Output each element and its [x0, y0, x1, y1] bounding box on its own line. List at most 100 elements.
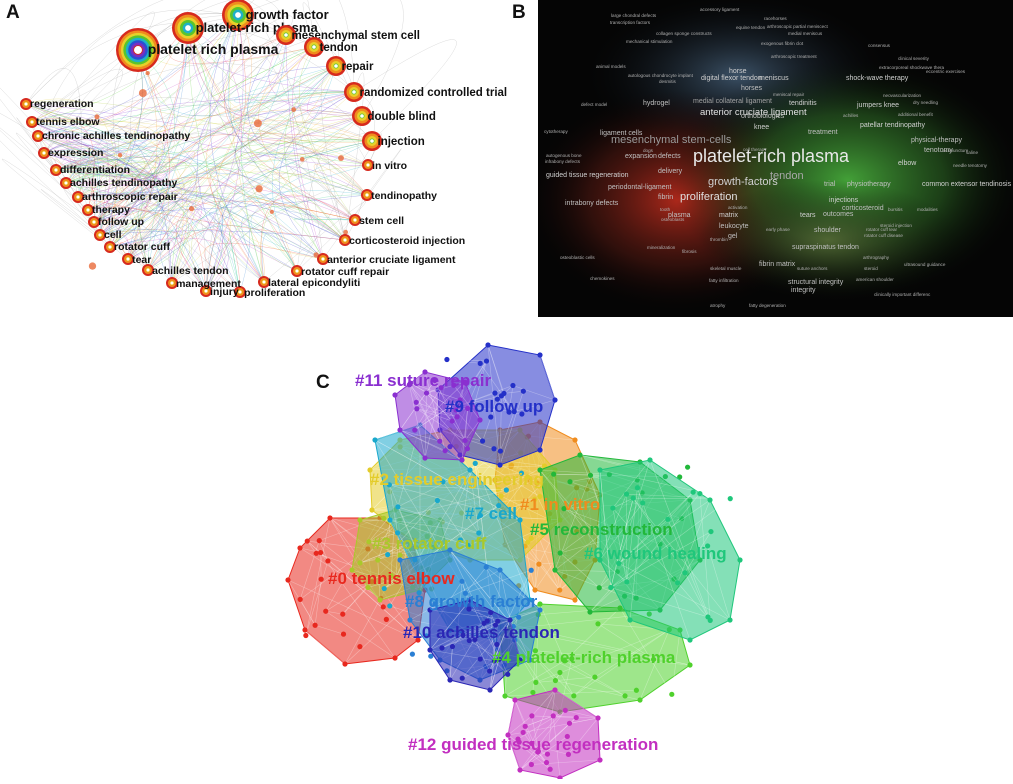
cluster-node: [369, 507, 374, 512]
cluster-label: #10 achilles tendon: [403, 623, 560, 642]
cluster-node: [484, 565, 489, 570]
density-term: transcription factors: [610, 20, 651, 25]
cluster-node: [727, 617, 732, 622]
cluster-node: [529, 713, 534, 718]
network-minor-node: [89, 262, 96, 269]
network-node: therapy: [82, 204, 130, 216]
cluster-node: [302, 627, 307, 632]
cluster-node: [553, 678, 558, 683]
network-node-label: anterior cruciate ligament: [327, 254, 456, 266]
cluster-node: [544, 760, 549, 765]
cluster-node: [537, 601, 542, 606]
density-term: platelet-rich plasma: [693, 146, 850, 166]
cluster-node: [427, 647, 432, 652]
density-term: shoulder: [814, 227, 842, 234]
cluster-node: [574, 715, 579, 720]
density-term: clinically important differenc: [874, 292, 931, 297]
cluster-node: [439, 645, 444, 650]
density-term: leukocyte: [719, 223, 749, 230]
density-term: cytotherapy: [544, 129, 568, 134]
density-term: exogenous fibrin clot: [761, 41, 804, 46]
cluster-node: [498, 448, 503, 453]
cluster-node: [410, 652, 415, 657]
density-term: defects: [658, 153, 681, 160]
density-term: extracorporeal shockwave thera: [879, 65, 945, 70]
cluster-node: [637, 697, 642, 702]
cluster-node: [319, 577, 324, 582]
cluster-node: [437, 439, 442, 444]
cluster-node: [313, 623, 318, 628]
density-term: matrix: [719, 212, 739, 219]
network-minor-node: [254, 119, 262, 127]
density-term: horses: [741, 85, 763, 92]
cluster-node: [366, 539, 371, 544]
cluster-node: [305, 538, 310, 543]
cluster-label: #6 wound healing: [584, 544, 727, 563]
cluster-node: [435, 498, 440, 503]
cluster-node: [465, 446, 470, 451]
cluster-node: [558, 550, 563, 555]
cluster-node: [381, 604, 386, 609]
cluster-node: [627, 617, 632, 622]
cluster-node: [477, 417, 482, 422]
cluster-node: [342, 661, 347, 666]
network-node: tear: [122, 253, 151, 266]
network-node-label: management: [176, 278, 241, 290]
network-node: tennis elbow: [26, 116, 100, 128]
cluster-node: [647, 457, 652, 462]
network-node-label: achilles tendon: [152, 265, 228, 277]
cluster-node: [530, 690, 535, 695]
density-term: meniscal repair: [773, 92, 805, 97]
cluster-node: [707, 497, 712, 502]
density-term: collagen sponge constructs: [656, 31, 712, 36]
cluster-node: [462, 438, 467, 443]
cluster-node: [572, 437, 577, 442]
network-node-label: repair: [342, 61, 374, 73]
cluster-node: [548, 767, 553, 772]
network-node-label: chronic achilles tendinopathy: [42, 130, 190, 142]
network-node: randomized controlled trial: [344, 82, 507, 102]
network-node-label: tennis elbow: [36, 116, 100, 128]
density-term: gel: [728, 233, 738, 240]
density-term: proliferation: [680, 191, 737, 203]
network-node: arthroscopic repair: [72, 191, 178, 203]
cluster-node: [459, 579, 464, 584]
density-term: fibrosis: [682, 249, 697, 254]
density-term: tears: [800, 212, 816, 219]
density-term: dry needling: [913, 100, 938, 105]
cluster-node: [502, 693, 507, 698]
density-term: american shoulder: [856, 277, 894, 282]
cluster-node: [298, 597, 303, 602]
cluster-map-panel: #0 tennis elbow#1 in vitro#2 tissue engi…: [0, 335, 1013, 779]
density-term: bursitis: [888, 207, 903, 212]
cluster-node: [567, 479, 572, 484]
cluster-node: [412, 427, 417, 432]
network-node-label: achilles tendinopathy: [70, 177, 178, 189]
cluster-node: [397, 557, 402, 562]
cluster-node: [372, 437, 377, 442]
network-minor-node: [189, 206, 194, 211]
density-term: growth-factors: [708, 176, 778, 188]
cluster-node: [314, 551, 319, 556]
cluster-node: [577, 452, 582, 457]
cluster-label: #12 guided tissue regeneration: [408, 735, 658, 754]
density-term: digital flexor tendon: [701, 75, 762, 82]
density-term: integrity: [791, 287, 816, 294]
cluster-node: [675, 580, 680, 585]
network-node: corticosteroid injection: [339, 234, 465, 247]
cluster-node: [303, 633, 308, 638]
cluster-node: [392, 392, 397, 397]
cluster-node: [473, 461, 478, 466]
density-term: tendon: [770, 170, 804, 182]
cluster-node: [521, 389, 526, 394]
cluster-node: [377, 597, 382, 602]
cluster-node: [737, 557, 742, 562]
cluster-node: [387, 517, 392, 522]
cluster-node: [327, 515, 332, 520]
density-term: meniscus: [759, 75, 789, 82]
cluster-node: [640, 500, 645, 505]
network-node: expression: [38, 147, 103, 159]
